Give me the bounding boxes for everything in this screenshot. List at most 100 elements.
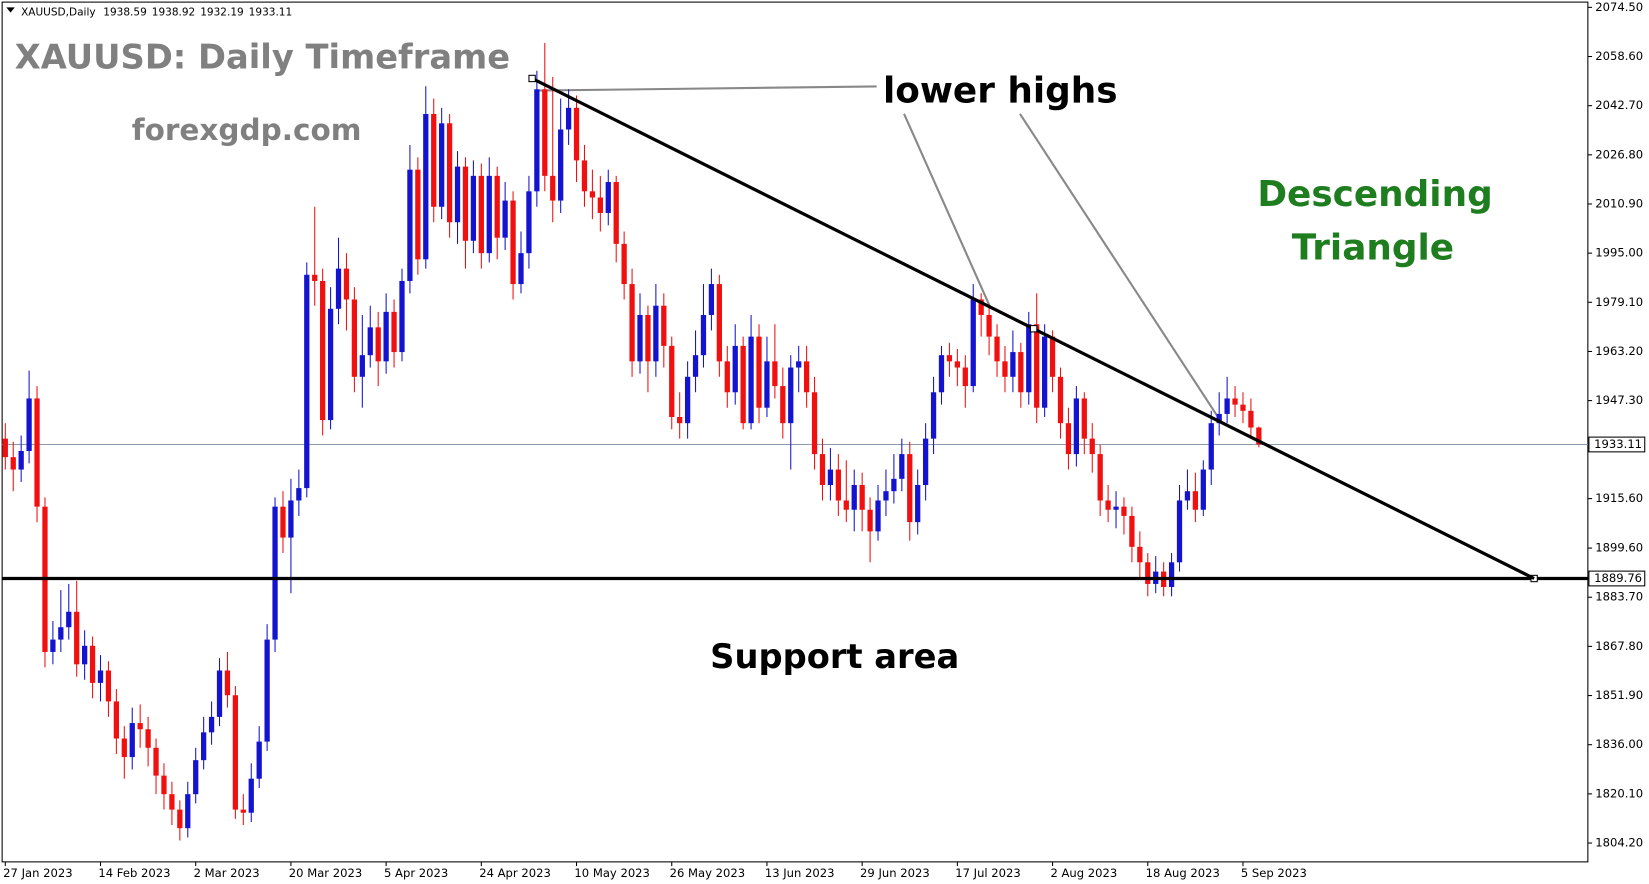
- candle-body: [216, 670, 223, 717]
- x-tick-label: 14 Feb 2023: [98, 866, 170, 880]
- x-tick-label: 5 Apr 2023: [384, 866, 448, 880]
- lower-highs-label: lower highs: [883, 71, 1118, 112]
- candle-body: [978, 299, 984, 315]
- candle-body: [89, 645, 96, 683]
- candle-body: [18, 451, 24, 470]
- candle-body: [970, 299, 976, 387]
- candle-body: [867, 509, 873, 532]
- x-tick-label: 2 Mar 2023: [194, 866, 260, 880]
- candle-body: [470, 175, 477, 241]
- candle-body: [1176, 500, 1183, 563]
- y-tick-label: 2042.70: [1595, 98, 1643, 112]
- candle-body: [177, 809, 183, 829]
- y-tick-label: 2026.80: [1595, 147, 1643, 161]
- candle-body: [486, 175, 492, 254]
- candle-body: [145, 729, 151, 748]
- support-price-label: 1889.76: [1594, 571, 1642, 585]
- candle-body: [407, 169, 413, 281]
- candle-body: [756, 336, 762, 408]
- candle-body: [930, 392, 937, 439]
- x-tick-label: 27 Jan 2023: [3, 866, 72, 880]
- support-price-label-box: [1588, 570, 1646, 587]
- candle-body: [621, 243, 627, 285]
- candle-body: [1184, 491, 1191, 501]
- candle-body: [391, 311, 397, 353]
- candle-body: [859, 485, 865, 510]
- candle-body: [875, 500, 881, 532]
- candle-body: [653, 305, 659, 362]
- candle-body: [50, 639, 56, 652]
- candle-body: [677, 416, 683, 424]
- candle-body: [645, 314, 651, 362]
- candle-body: [1034, 324, 1040, 408]
- candle-body: [922, 438, 929, 486]
- candle-body: [34, 398, 40, 507]
- candle-body: [827, 469, 834, 486]
- candle-body: [843, 500, 849, 510]
- candle-body: [105, 670, 112, 702]
- candle-body: [153, 747, 159, 776]
- candle-body: [534, 89, 540, 192]
- header-value: 1938.59: [103, 7, 147, 19]
- trendline-marker: [528, 74, 536, 83]
- candle-body: [891, 478, 897, 492]
- y-tick-label: 1851.90: [1595, 688, 1643, 702]
- candle-body: [312, 274, 318, 281]
- candle-body: [10, 457, 16, 470]
- candle-body: [565, 107, 572, 130]
- y-tick-label: 1899.60: [1595, 541, 1643, 555]
- candle-body: [161, 775, 167, 795]
- candle-body: [1168, 562, 1175, 588]
- candle-body: [899, 454, 905, 479]
- header-value: 1938.92: [152, 7, 196, 19]
- candle-body: [320, 280, 326, 421]
- x-tick-label: 2 Aug 2023: [1050, 866, 1117, 880]
- candle-body: [597, 197, 603, 213]
- x-tick-label: 5 Sep 2023: [1241, 866, 1307, 880]
- candle-body: [780, 386, 786, 424]
- x-tick-label: 18 Aug 2023: [1146, 866, 1220, 880]
- candle-body: [772, 361, 778, 387]
- candle-body: [788, 367, 794, 424]
- candle-body: [1129, 515, 1135, 547]
- candle-body: [811, 392, 818, 455]
- candle-body: [851, 485, 857, 510]
- candle-body: [573, 107, 580, 161]
- candle-body: [224, 670, 231, 696]
- candle-body: [375, 327, 381, 362]
- candle-body: [994, 336, 1000, 362]
- ohlc-header: 1938.59 1938.92 1932.19 1933.11: [103, 7, 292, 19]
- x-tick-label: 17 Jul 2023: [955, 866, 1021, 880]
- candle-body: [185, 794, 191, 829]
- candle-body: [335, 268, 342, 309]
- candle-body: [1256, 427, 1262, 445]
- candle-body: [264, 639, 270, 742]
- candle-body: [1240, 404, 1246, 411]
- y-tick-label: 1804.20: [1595, 836, 1643, 850]
- candle-body: [629, 284, 635, 362]
- candle-body: [510, 200, 516, 285]
- plot-frame: [1, 1, 1589, 863]
- candle-body: [716, 284, 722, 362]
- x-tick-label: 20 Mar 2023: [289, 866, 362, 880]
- candle-body: [431, 114, 437, 207]
- candle-body: [1200, 469, 1206, 510]
- candle-body: [272, 506, 278, 640]
- candle-body: [2, 438, 8, 458]
- candle-body: [700, 314, 707, 356]
- y-tick-label: 1995.00: [1595, 246, 1643, 260]
- candle-body: [74, 611, 80, 665]
- support-label: Support area: [710, 637, 959, 676]
- candle-body: [1121, 506, 1127, 516]
- candle-body: [113, 701, 120, 739]
- y-tick-label: 2058.60: [1595, 49, 1643, 63]
- candle-body: [248, 778, 254, 813]
- y-tick-label: 2074.50: [1595, 0, 1643, 14]
- candle-body: [1248, 410, 1254, 428]
- candle-body: [518, 253, 524, 285]
- x-tick-label: 24 Apr 2023: [479, 866, 551, 880]
- connector-line: [535, 85, 877, 92]
- header-value: 1932.19: [200, 7, 244, 19]
- y-tick-label: 1963.20: [1595, 344, 1643, 358]
